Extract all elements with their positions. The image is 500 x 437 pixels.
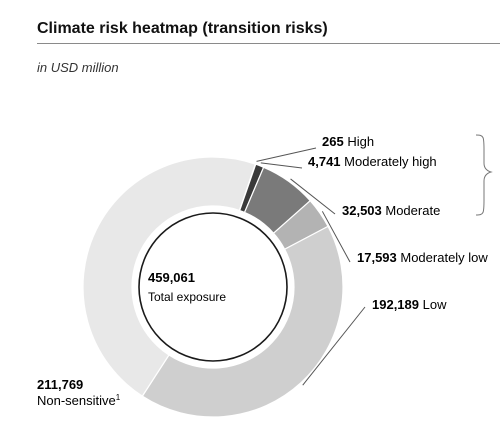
leader-moderately-low bbox=[321, 211, 351, 263]
total-exposure-label: Total exposure bbox=[148, 290, 226, 304]
label-name-moderate: Moderate bbox=[382, 203, 441, 218]
slice-non-sensitive bbox=[82, 156, 257, 397]
label-moderately-low: 17,593 Moderately low bbox=[357, 250, 488, 265]
chart-title: Climate risk heatmap (transition risks) bbox=[37, 20, 328, 37]
label-high: 265 High bbox=[322, 134, 374, 149]
label-moderate: 32,503 Moderate bbox=[342, 203, 440, 218]
total-exposure-value: 459,061 bbox=[148, 270, 195, 285]
label-name-low: Low bbox=[419, 297, 447, 312]
label-moderately-high: 4,741 Moderately high bbox=[308, 154, 437, 169]
label-low: 192,189 Low bbox=[372, 297, 447, 312]
footnote-marker: 1 bbox=[116, 393, 121, 402]
group-bracket bbox=[475, 134, 493, 216]
slice-low bbox=[141, 225, 344, 418]
label-name-non-sensitive: Non-sensitive1 bbox=[37, 393, 121, 408]
center-circle bbox=[138, 212, 288, 362]
label-name-high: High bbox=[344, 134, 374, 149]
title-rule bbox=[37, 43, 500, 44]
label-name-moderately-low: Moderately low bbox=[397, 250, 489, 265]
leader-moderate bbox=[290, 178, 336, 215]
label-value-high: 265 bbox=[322, 134, 344, 149]
chart-subtitle: in USD million bbox=[37, 60, 119, 75]
leader-moderately-high bbox=[260, 162, 303, 169]
label-value-moderate: 32,503 bbox=[342, 203, 382, 218]
label-value-moderately-low: 17,593 bbox=[357, 250, 397, 265]
label-name-moderately-high: Moderately high bbox=[341, 154, 437, 169]
label-value-moderately-high: 4,741 bbox=[308, 154, 341, 169]
leader-high bbox=[256, 147, 317, 162]
label-value-non-sensitive: 211,769 bbox=[37, 377, 83, 392]
label-value-low: 192,189 bbox=[372, 297, 419, 312]
leader-low bbox=[302, 306, 366, 386]
